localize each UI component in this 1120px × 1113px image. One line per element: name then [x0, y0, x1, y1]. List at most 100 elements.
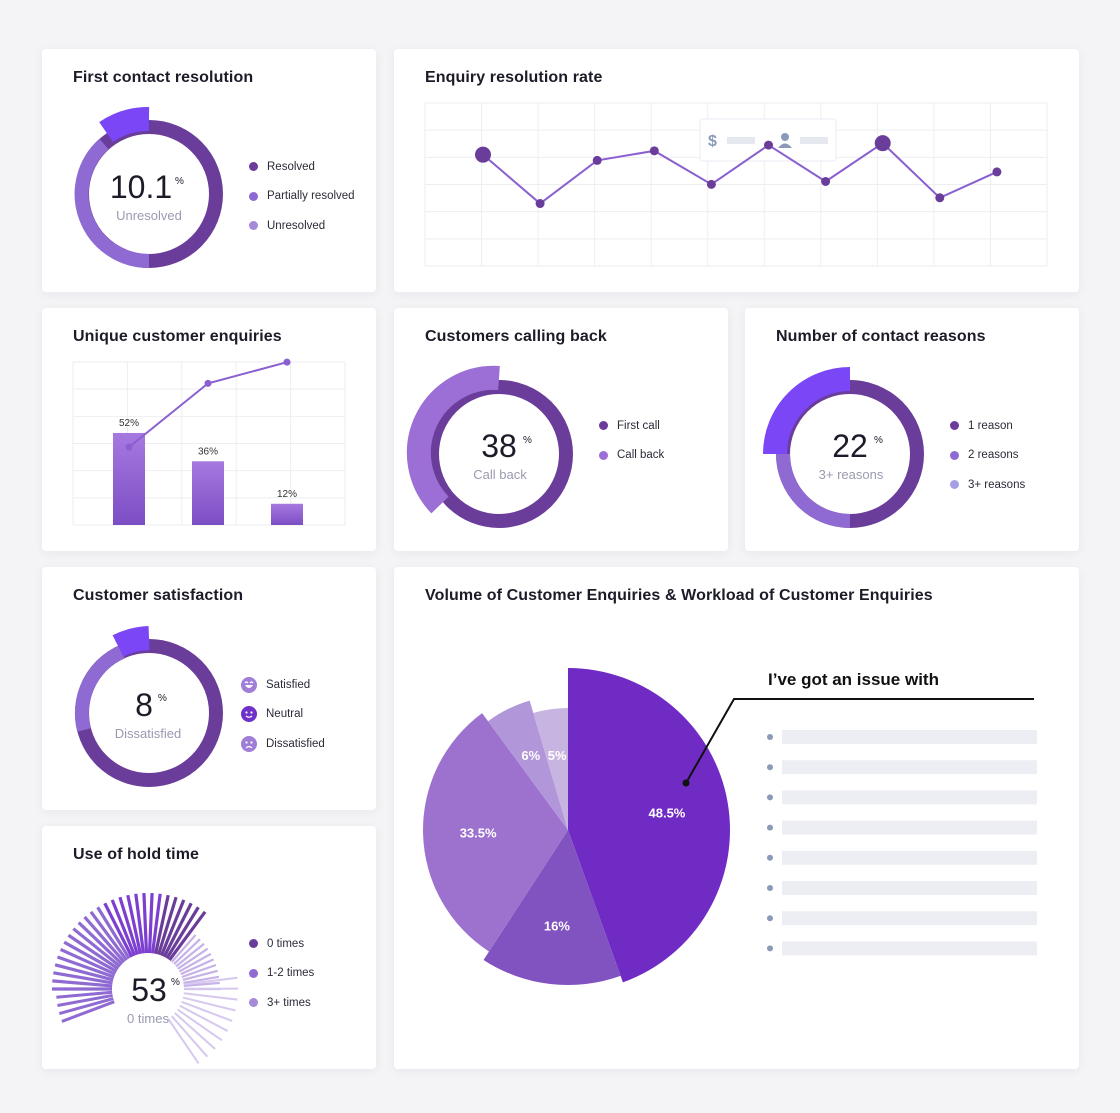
legend: 1 reason 2 reasons 3+ reasons	[950, 411, 1025, 500]
card-title: First contact resolution	[73, 69, 254, 86]
radial-ray	[170, 934, 197, 963]
chart-tooltip: $	[699, 118, 837, 162]
callout-dot	[682, 779, 690, 787]
pie-label: 48.5%	[649, 806, 686, 821]
legend-label: 3+ times	[267, 996, 311, 1009]
radial-ray	[180, 958, 215, 976]
donut-segment-dissatisfied	[112, 626, 150, 657]
satisfied-face-icon	[241, 676, 257, 693]
kpi-unit: %	[158, 693, 167, 704]
pie-label: 5%	[548, 748, 567, 763]
legend-label: Call back	[617, 449, 665, 462]
issue-list	[767, 730, 1037, 956]
legend-dot	[249, 162, 258, 172]
legend: Satisfied Neutral Dissatisfied	[241, 670, 325, 759]
data-point	[992, 167, 1002, 177]
data-point	[706, 179, 716, 189]
radial-ray	[52, 979, 113, 988]
radial-ray	[182, 969, 218, 981]
legend-label: Neutral	[266, 708, 304, 721]
radial-ray	[181, 963, 217, 979]
kpi-unit: %	[874, 435, 883, 446]
radial-ray	[178, 952, 212, 973]
list-placeholder-bar	[782, 820, 1037, 835]
kpi-unit: %	[171, 977, 180, 988]
legend-dot	[249, 191, 258, 201]
callout-connector	[682, 698, 1034, 787]
radial-ray	[175, 942, 205, 968]
legend-item: 1 reason	[950, 411, 1025, 441]
radial-ray	[72, 927, 121, 968]
list-bullet	[767, 734, 773, 740]
radial-ray	[167, 1018, 200, 1064]
radial-ray	[170, 1015, 209, 1058]
radial-ray	[147, 893, 154, 954]
radial-ray	[77, 921, 124, 966]
list-bullet	[767, 885, 773, 891]
list-placeholder-bar	[782, 941, 1037, 956]
radial-ray	[176, 1008, 223, 1042]
kpi-sublabel: Unresolved	[116, 208, 182, 223]
legend-label: 2 reasons	[968, 449, 1019, 462]
kpi-value: 10.1	[109, 169, 173, 205]
radial-ray	[182, 996, 236, 1012]
radial-ray	[54, 963, 114, 982]
use-of-hold-time-card: Use of hold time 53 % 0 times 0 times 1-…	[42, 826, 376, 1069]
radial-ray	[103, 902, 134, 958]
volume-enquiries-card: Volume of Customer Enquiries & Workload …	[394, 567, 1079, 1069]
legend-item: Unresolved	[249, 211, 355, 241]
radial-ray	[183, 981, 220, 988]
kpi-sublabel: 3+ reasons	[818, 467, 884, 482]
list-placeholder-bar	[782, 790, 1037, 805]
bar-label: 36%	[198, 446, 218, 457]
kpi-unit: %	[175, 176, 184, 187]
radial-ray	[56, 955, 115, 979]
list-placeholder-bar	[782, 850, 1037, 865]
legend-item: Dissatisfied	[241, 729, 325, 759]
kpi-sublabel: Dissatisfied	[114, 726, 182, 741]
tooltip-placeholder-bar	[727, 137, 755, 144]
volume-pie-chart: 48.5% 16% 33.5% 6% 5%	[423, 668, 1037, 985]
radial-ray	[53, 971, 113, 985]
bar-label: 12%	[277, 489, 297, 500]
trend-point	[204, 379, 212, 387]
legend-label: Resolved	[267, 160, 315, 173]
legend-item: Partially resolved	[249, 182, 355, 212]
pie-slice	[423, 713, 568, 952]
trend-point	[125, 443, 133, 451]
legend-dot	[950, 421, 959, 431]
card-title: Use of hold time	[73, 846, 200, 863]
legend-label: Dissatisfied	[266, 737, 325, 750]
list-placeholder-bar	[782, 881, 1037, 895]
chart-bars: 52% 36% 12%	[113, 418, 303, 525]
radial-ray	[174, 1012, 216, 1050]
radial-ray	[159, 899, 186, 957]
contact-reasons-donut	[763, 367, 924, 528]
legend-dot	[249, 939, 258, 949]
radial-ray	[57, 993, 113, 1007]
dollar-icon: $	[708, 133, 717, 150]
data-point	[592, 155, 602, 165]
data-point	[649, 146, 659, 156]
legend-label: First call	[617, 419, 660, 432]
list-placeholder-bar	[782, 730, 1037, 744]
radial-ray	[142, 893, 149, 954]
legend: First call Call back	[599, 411, 664, 470]
agent-icon	[781, 133, 789, 141]
radial-ray	[173, 938, 201, 965]
bar	[192, 461, 224, 525]
list-bullet	[767, 794, 773, 801]
card-title: Enquiry resolution rate	[425, 69, 603, 86]
chart-trend-line	[125, 358, 291, 451]
radial-ray	[59, 947, 116, 976]
legend-item: Neutral	[241, 700, 325, 730]
legend-dot	[950, 480, 959, 490]
enquiry-resolution-rate-card: Enquiry resolution rate $	[394, 49, 1079, 292]
pie-slice	[533, 708, 568, 830]
neutral-face-icon	[241, 706, 257, 723]
radial-ray	[126, 894, 142, 955]
enquiry-rate-line-chart: $	[424, 102, 1048, 267]
first-contact-resolution-card: First contact resolution 10.1 % Unresolv…	[42, 49, 376, 292]
legend-item: Resolved	[249, 152, 355, 182]
data-point	[874, 135, 891, 152]
